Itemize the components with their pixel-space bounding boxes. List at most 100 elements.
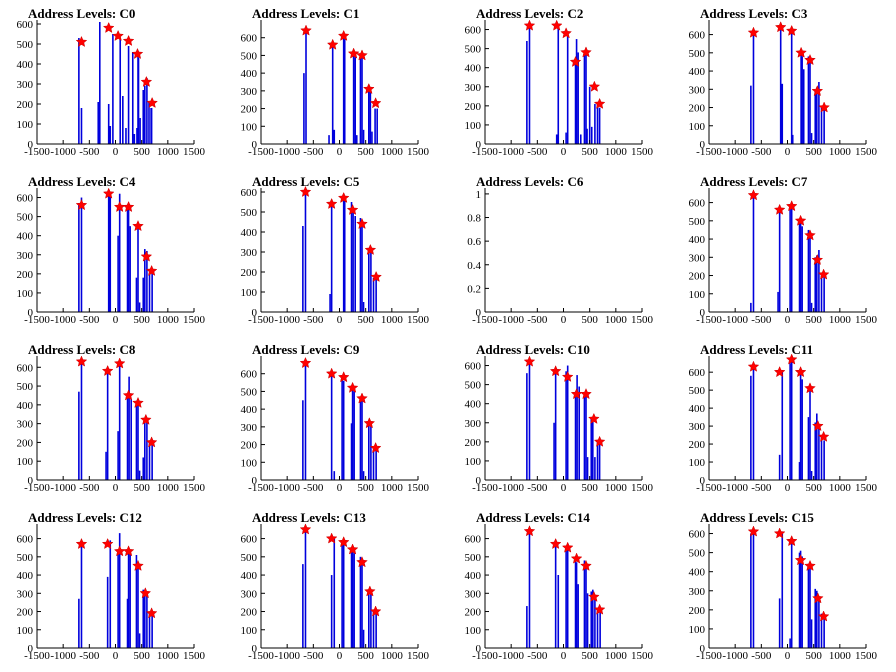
y-tick-label: 200 [465, 607, 482, 619]
y-tick-label: 100 [241, 457, 258, 469]
x-tick-label: 1500 [183, 146, 206, 158]
star-marker [747, 360, 760, 372]
y-tick-label: 400 [689, 234, 706, 246]
star-marker [811, 253, 824, 265]
star-marker [593, 435, 606, 447]
star-marker [369, 97, 382, 109]
star-marker [122, 545, 135, 557]
x-tick-label: 1000 [605, 146, 628, 158]
y-tick-label: 500 [241, 386, 258, 398]
y-tick-label: 200 [689, 103, 706, 115]
x-tick-label: 1500 [855, 650, 878, 662]
x-tick-label: -1000 [274, 314, 300, 326]
x-tick-label: -1500 [24, 314, 50, 326]
bar-series [302, 192, 377, 312]
y-tick-label: 400 [241, 227, 258, 239]
star-marker [325, 367, 338, 379]
x-tick-label: 1000 [157, 650, 180, 662]
x-tick-label: 1000 [157, 314, 180, 326]
chart-panel: Address Levels: C7 -1500 -1000 -500 0 500 1000… [672, 168, 896, 336]
star-marker [549, 365, 562, 377]
y-tick-label: 400 [465, 63, 482, 75]
star-marker [369, 605, 382, 617]
chart-panel: Address Levels: C0 -1500 -1000 -500 0 500 1000… [0, 0, 224, 168]
y-tick-label: 400 [17, 570, 34, 582]
bar-series [302, 527, 377, 648]
star-marker [132, 220, 144, 232]
y-tick-label: 0 [476, 475, 482, 487]
star-marker [346, 203, 359, 215]
star-marker [550, 19, 563, 31]
y-tick-label: 500 [241, 552, 258, 564]
x-tick-label: -1500 [248, 482, 274, 494]
x-tick-label: 0 [113, 314, 119, 326]
x-tick-label: 1500 [855, 482, 878, 494]
star-marker [346, 381, 359, 393]
star-marker [356, 217, 368, 229]
chart-title: Address Levels: C12 [28, 510, 142, 525]
y-tick-label: 300 [241, 588, 258, 600]
star-series [299, 523, 382, 617]
x-tick-label: -500 [527, 482, 548, 494]
x-tick-label: -1500 [696, 650, 722, 662]
y-tick-label: 100 [689, 457, 706, 469]
bar-series [526, 25, 601, 144]
chart-panel: Address Levels: C9 -1500 -1000 -500 0 500 1000… [224, 336, 448, 504]
star-marker [549, 537, 562, 550]
x-tick-label: 500 [357, 482, 374, 494]
y-tick-label: 0.8 [467, 213, 481, 225]
star-marker [75, 355, 88, 367]
star-marker [580, 559, 592, 571]
chart-plot: -1500 -1000 -500 0 500 1000 1500 0 100 200 300 400 5… [465, 524, 654, 662]
x-tick-label: -500 [303, 650, 324, 662]
x-tick-label: 1000 [605, 482, 628, 494]
y-tick-label: 500 [241, 50, 258, 62]
chart-title: Address Levels: C14 [476, 510, 590, 525]
star-marker [356, 556, 368, 568]
star-marker [122, 389, 135, 401]
y-tick-label: 0 [252, 643, 258, 655]
x-tick-label: -1500 [472, 482, 498, 494]
y-tick-label: 0 [700, 643, 706, 655]
chart-title: Address Levels: C15 [700, 510, 814, 525]
star-marker [570, 552, 583, 564]
star-series [75, 187, 158, 276]
y-tick-label: 0 [476, 643, 482, 655]
star-marker [337, 536, 350, 548]
y-tick-label: 600 [465, 534, 482, 546]
chart-plot: -1500 -1000 -500 0 500 1000 1500 0 100 200 300 400 5… [465, 19, 654, 158]
y-tick-label: 0 [28, 307, 34, 319]
star-series [747, 353, 830, 442]
x-tick-label: -1000 [498, 650, 524, 662]
chart-plot: -1500 -1000 -500 0 500 1000 1500 0 100 200 300 400 5… [17, 355, 206, 494]
bar-series [750, 531, 825, 648]
y-tick-label: 0 [28, 643, 34, 655]
bar-series [78, 22, 153, 144]
x-tick-label: 500 [805, 482, 822, 494]
y-tick-label: 200 [17, 437, 34, 449]
x-tick-label: -500 [79, 482, 100, 494]
star-marker [794, 366, 807, 378]
x-tick-label: -500 [527, 650, 548, 662]
x-tick-label: -1000 [498, 482, 524, 494]
x-tick-label: -1000 [50, 314, 76, 326]
chart-title: Address Levels: C9 [252, 342, 360, 357]
bar-series [750, 357, 825, 480]
star-marker [785, 24, 798, 36]
x-tick-label: 0 [561, 482, 567, 494]
x-tick-label: 500 [805, 314, 822, 326]
y-tick-label: 500 [17, 381, 34, 393]
x-tick-label: 0 [113, 650, 119, 662]
star-marker [588, 412, 600, 424]
y-tick-label: 100 [17, 456, 34, 468]
y-tick-label: 100 [465, 120, 482, 132]
x-tick-label: 1500 [407, 650, 430, 662]
y-tick-label: 600 [17, 193, 34, 205]
x-tick-label: -1000 [50, 482, 76, 494]
star-marker [588, 80, 601, 92]
x-tick-label: -500 [79, 314, 100, 326]
x-tick-label: 0 [785, 146, 791, 158]
star-marker [364, 243, 377, 255]
star-marker [75, 537, 88, 550]
y-tick-label: 400 [17, 231, 34, 243]
